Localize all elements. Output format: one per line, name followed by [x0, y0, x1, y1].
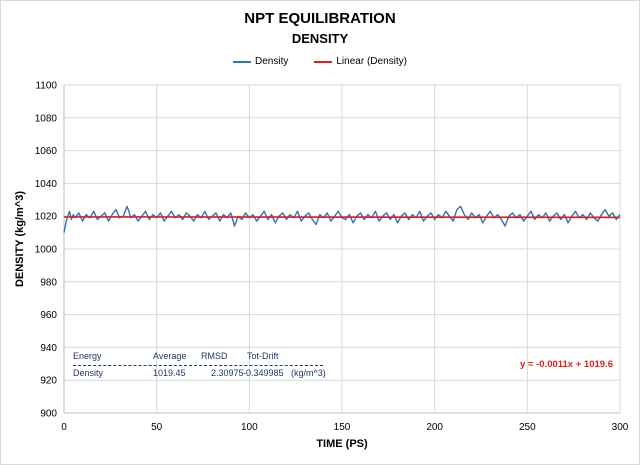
chart-title: NPT EQUILIBRATION	[244, 10, 396, 27]
stats-header-row: Energy Average RMSD Tot-Drift	[73, 351, 333, 365]
legend-swatch-density	[233, 60, 252, 63]
y-tick-label: 940	[40, 343, 57, 354]
stats-header-drift: Tot-Drift	[247, 351, 279, 361]
stats-cell-drift: -0.349985	[243, 368, 284, 378]
y-tick-label: 980	[40, 277, 57, 288]
stats-cell-average: 1019.45	[153, 368, 186, 378]
y-tick-label: 1100	[35, 81, 57, 92]
legend-label-linear: Linear (Density)	[336, 56, 407, 67]
density-series-line	[63, 205, 621, 233]
stats-separator	[73, 365, 323, 366]
y-tick-label: 1060	[35, 146, 58, 157]
y-tick-label: 1000	[35, 245, 58, 256]
x-tick-label: 50	[151, 422, 163, 433]
x-tick-label: 250	[519, 422, 536, 433]
legend-swatch-linear	[314, 60, 333, 63]
legend-item-density: Density	[233, 56, 288, 67]
legend: Density Linear (Density)	[1, 56, 639, 67]
legend-label-density: Density	[255, 56, 289, 67]
legend-item-linear: Linear (Density)	[314, 56, 407, 67]
y-tick-label: 1040	[35, 179, 58, 190]
stats-header-average: Average	[153, 351, 187, 361]
x-tick-label: 150	[334, 422, 351, 433]
chart-subtitle: DENSITY	[291, 31, 349, 46]
x-axis-label: TIME (PS)	[316, 438, 368, 450]
x-tick-label: 200	[426, 422, 443, 433]
y-tick-label: 920	[40, 376, 57, 387]
y-axis-label: DENSITY (kg/m^3)	[14, 190, 26, 288]
x-tick-label: 0	[61, 422, 67, 433]
stats-cell-energy: Density	[73, 368, 104, 378]
stats-cell-unit: (kg/m^3)	[291, 368, 326, 378]
linear-trendline	[63, 216, 621, 219]
stats-row-density: Density 1019.45 2.30975 -0.349985 (kg/m^…	[73, 368, 333, 382]
x-tick-label: 100	[241, 422, 258, 433]
x-tick-label: 300	[612, 422, 629, 433]
stats-header-rmsd: RMSD	[201, 351, 228, 361]
y-tick-label: 1020	[35, 212, 58, 223]
stats-cell-rmsd: 2.30975	[211, 368, 244, 378]
y-tick-label: 1080	[35, 113, 58, 124]
stats-table: Energy Average RMSD Tot-Drift Density 10…	[73, 351, 333, 382]
y-tick-label: 960	[40, 310, 57, 321]
y-tick-label: 900	[40, 409, 57, 420]
trendline-equation: y = -0.0011x + 1019.6	[520, 359, 613, 370]
stats-header-energy: Energy	[73, 351, 102, 361]
